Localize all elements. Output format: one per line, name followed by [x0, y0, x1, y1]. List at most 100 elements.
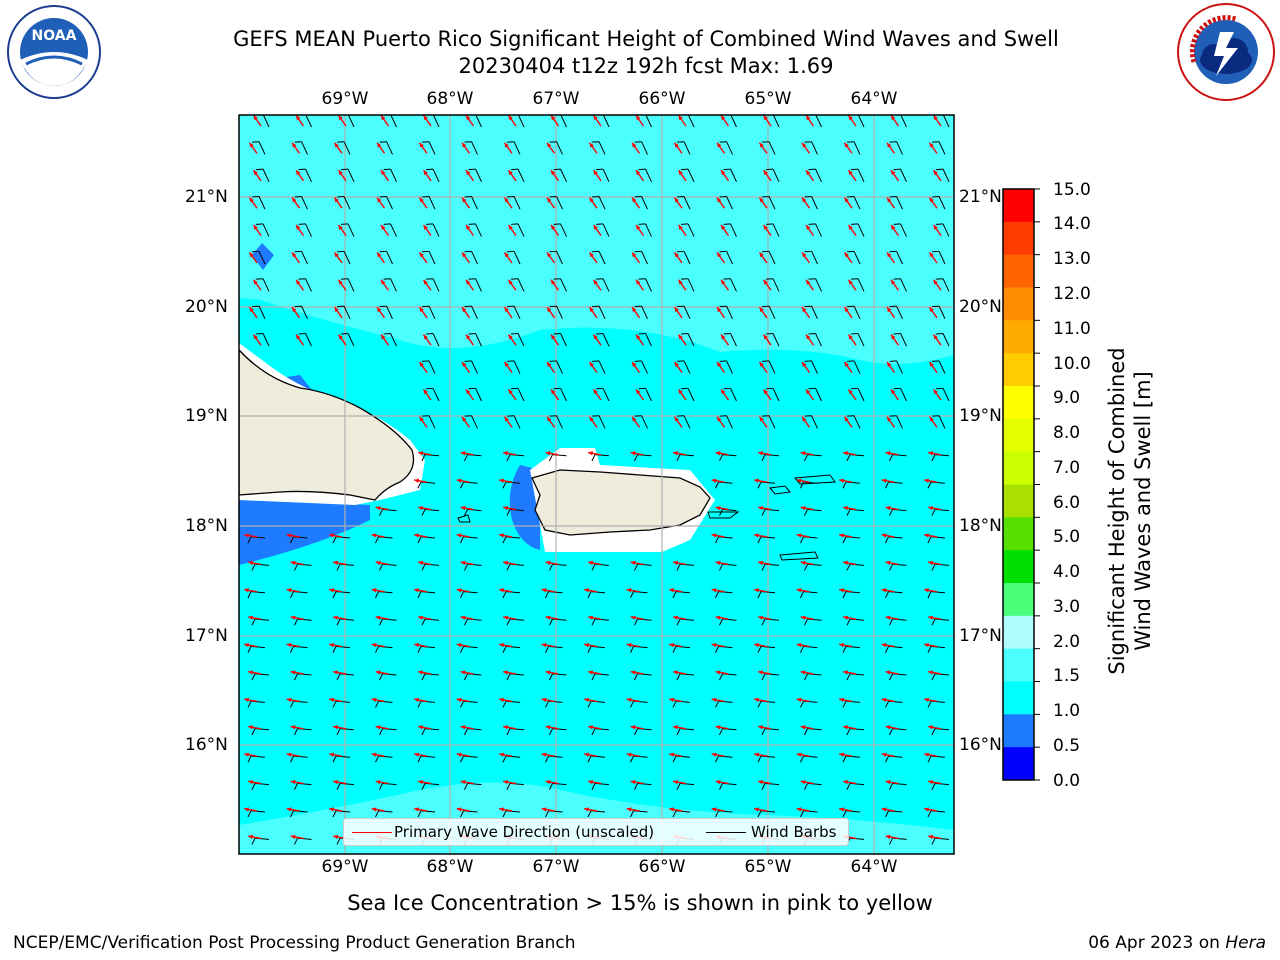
wind-barb: [511, 223, 525, 237]
wind-barb: [893, 115, 907, 128]
wind-barb: [762, 360, 776, 374]
wave-arrow: [800, 670, 814, 675]
wave-arrow: [630, 725, 644, 730]
wave-arrow: [541, 807, 555, 812]
wind-barb: [723, 278, 737, 292]
wave-arrow: [720, 279, 730, 291]
wind-barb: [341, 333, 355, 347]
wind-barb: [638, 115, 652, 128]
wave-arrow: [252, 334, 262, 346]
lat-label-left: 18°N: [185, 516, 228, 536]
chart-title: GEFS MEAN Puerto Rico Significant Height…: [233, 27, 1059, 51]
wave-arrow: [635, 169, 645, 182]
wave-arrow: [371, 642, 385, 648]
wind-barb: [808, 387, 822, 402]
wave-arrow: [881, 478, 895, 483]
wind-barb: [553, 223, 567, 237]
wave-arrow: [418, 615, 432, 620]
wave-arrow: [928, 670, 942, 675]
wave-arrow: [290, 725, 304, 730]
wind-barb: [422, 360, 436, 374]
wave-arrow: [244, 642, 258, 648]
wave-arrow: [928, 251, 938, 264]
wind-barb: [379, 305, 393, 320]
wind-barb: [256, 115, 270, 128]
wind-barb: [932, 360, 946, 374]
lat-label-left: 19°N: [185, 406, 228, 426]
wave-arrow: [800, 725, 814, 730]
wave-arrow: [371, 697, 385, 703]
wind-barb: [804, 360, 818, 374]
wave-arrow: [545, 615, 559, 620]
wave-arrow: [673, 142, 683, 154]
wind-barb: [592, 305, 606, 320]
wind-barb: [889, 141, 903, 155]
wind-barb: [592, 141, 606, 155]
wave-arrow: [588, 451, 602, 456]
wind-barb: [851, 223, 865, 237]
colorbar-tick-label: 8.0: [1053, 423, 1081, 443]
wave-arrow: [295, 115, 305, 127]
wave-arrow: [886, 361, 896, 374]
colorbar-tick-marks: [1034, 188, 1040, 781]
wave-low-north-patch: [252, 243, 274, 270]
wave-arrow: [295, 224, 305, 237]
colorbar-tick-label: 6.0: [1053, 493, 1081, 513]
wave-arrow: [839, 807, 853, 812]
wave-arrow: [881, 642, 895, 648]
wind-barb: [464, 250, 478, 265]
wave-arrow: [885, 505, 899, 511]
wave-arrow: [924, 533, 938, 538]
colorbar-segment: [1003, 747, 1034, 781]
land-hispaniola: [239, 349, 415, 501]
colorbar-segment: [1003, 451, 1034, 485]
wind-barb: [766, 387, 780, 402]
colorbar-segment: [1003, 254, 1034, 288]
colorbar-segment: [1003, 320, 1034, 354]
wave-arrow: [375, 615, 389, 620]
wave-arrow: [890, 115, 900, 127]
wind-barb: [507, 360, 521, 374]
wave-arrow: [414, 697, 428, 703]
wave-arrow: [677, 388, 687, 401]
wave-arrow: [796, 697, 810, 703]
wave-arrow: [754, 478, 768, 483]
wave-arrow: [380, 279, 390, 291]
wind-barb: [383, 333, 397, 347]
wave-arrow: [715, 670, 729, 675]
wave-arrow: [541, 697, 555, 703]
wave-arrow: [796, 642, 810, 648]
wind-barb: [847, 360, 861, 374]
wind-barb: [762, 196, 776, 210]
wind-barb: [638, 168, 652, 183]
wave-arrow: [465, 279, 475, 291]
wave-arrow: [715, 560, 729, 566]
wind-barb: [464, 415, 478, 429]
wave-arrow: [673, 560, 687, 566]
wind-barb: [256, 223, 270, 237]
wave-arrow: [418, 725, 432, 730]
wave-arrow: [337, 334, 347, 346]
wave-arrow: [716, 361, 726, 374]
wave-arrow: [337, 169, 347, 182]
wind-barb: [677, 250, 691, 265]
wave-arrow: [371, 752, 385, 757]
chart-subtitle: 20230404 t12z 192h fcst Max: 1.69: [458, 54, 834, 78]
wave-arrow: [499, 752, 513, 757]
wind-barb: [553, 168, 567, 183]
lon-label-bottom: 69°W: [321, 857, 369, 877]
wave-arrow: [286, 807, 300, 812]
colorbar: [1003, 189, 1034, 781]
wave-arrow: [333, 779, 347, 785]
wind-barb: [762, 415, 776, 429]
wave-arrow: [503, 725, 517, 730]
wave-arrow: [758, 451, 772, 456]
wave-arrow: [711, 588, 725, 593]
legend-barb-line: [706, 832, 746, 833]
wave-arrow: [928, 306, 938, 319]
legend-wave-label: Primary Wave Direction (unscaled): [394, 823, 655, 841]
wave-arrow: [885, 725, 899, 730]
wave-arrow: [371, 533, 385, 538]
wave-arrow: [758, 306, 768, 319]
